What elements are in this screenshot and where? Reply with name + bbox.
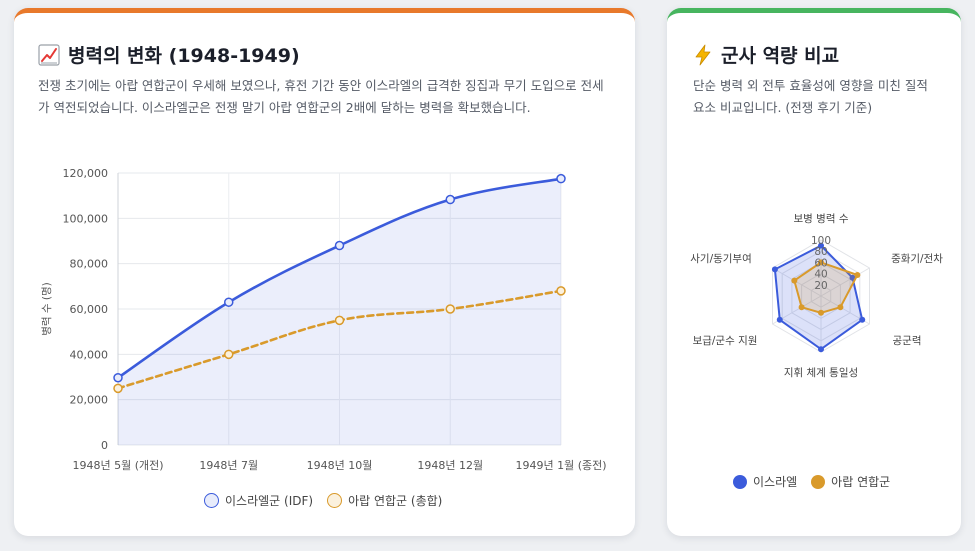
radar-legend-dot-arab (811, 474, 826, 489)
radar-legend-label-arab: 아랍 연합군 (831, 475, 891, 489)
capability-description: 단순 병력 외 전투 효율성에 영향을 미친 질적 요소 비교입니다. (전쟁 … (693, 78, 928, 115)
series-area-israel (118, 178, 561, 445)
radar-point-arab[interactable] (818, 259, 824, 266)
radar-legend-dot-israel (733, 474, 747, 489)
y-tick-label: 60,000 (70, 303, 109, 316)
radar-axis-label: 중화기/전차 (891, 253, 943, 265)
military-capability-card: 군사 역량 비교 단순 병력 외 전투 효율성에 영향을 미친 질적 요소 비교… (667, 8, 961, 536)
y-tick-label: 40,000 (70, 348, 109, 361)
data-point-arab[interactable] (113, 383, 123, 394)
data-point-arab[interactable] (556, 286, 566, 296)
troop-change-title: 병력의 변화 (1948-1949) (38, 41, 300, 68)
troop-line-chart: 0 20,000 40,000 60,000 80,000 100,000 120,000 1… (41, 167, 607, 472)
radar-point-israel[interactable] (776, 316, 783, 323)
legend-swatch-israel (204, 493, 219, 508)
data-point-israel[interactable] (556, 173, 566, 184)
data-point-israel[interactable] (224, 297, 234, 307)
radar-point-israel[interactable] (771, 266, 778, 273)
troop-change-title-text: 병력의 변화 (1948-1949) (68, 45, 300, 67)
radar-point-arab[interactable] (818, 309, 824, 316)
data-point-israel[interactable] (113, 372, 123, 383)
radar-point-arab[interactable] (791, 277, 798, 284)
y-tick-label: 20,000 (70, 394, 109, 407)
radar-legend-label-israel: 이스라엘 (753, 475, 798, 489)
data-point-arab[interactable] (224, 349, 234, 360)
y-axis-label: 병력 수 (명) (41, 282, 53, 336)
radar-point-arab[interactable] (854, 272, 861, 278)
troop-change-card: 병력의 변화 (1948-1949) 전쟁 초기에는 아랍 연합군이 우세해 보… (14, 8, 635, 536)
lightning-icon (695, 44, 711, 65)
legend-item-arab[interactable]: 아랍 연합군 (총합) (327, 492, 442, 509)
line-chart-legend: 이스라엘군 (IDF) 아랍 연합군 (총합) (204, 492, 456, 509)
radar-legend-item-arab[interactable]: 아랍 연합군 (811, 473, 890, 490)
radar-axis-label: 지휘 체계 통일성 (784, 366, 858, 379)
legend-item-israel[interactable]: 이스라엘군 (IDF) (204, 492, 313, 509)
data-point-israel[interactable] (334, 240, 345, 251)
radar-tick-label: 40 (814, 269, 827, 281)
data-point-arab[interactable] (334, 315, 345, 326)
y-tick-label: 120,000 (63, 167, 109, 180)
legend-label-arab: 아랍 연합군 (총합) (348, 494, 443, 508)
radar-axis-label: 사기/동기부여 (690, 253, 752, 265)
radar-chart-legend: 이스라엘 아랍 연합군 (733, 473, 904, 490)
radar-axis-label: 보급/군수 지원 (693, 335, 758, 347)
x-tick-label: 1948년 10월 (307, 459, 373, 472)
radar-axis-label: 공군력 (893, 335, 922, 347)
data-point-israel[interactable] (445, 194, 455, 205)
legend-swatch-arab (327, 493, 343, 508)
radar-legend-item-israel[interactable]: 이스라엘 (733, 473, 797, 490)
radar-point-israel[interactable] (859, 316, 866, 323)
y-tick-label: 0 (101, 439, 108, 452)
radar-tick-label: 80 (814, 246, 827, 258)
radar-tick-label: 20 (814, 280, 827, 292)
y-tick-label: 100,000 (63, 212, 109, 225)
x-tick-label: 1948년 7월 (199, 459, 258, 472)
radar-tick-label: 60 (814, 257, 827, 269)
capability-title: 군사 역량 비교 (693, 41, 839, 68)
radar-axis-label: 보병 병력 수 (794, 213, 849, 225)
radar-point-arab[interactable] (837, 304, 844, 311)
data-point-arab[interactable] (445, 304, 455, 314)
x-tick-label: 1948년 5월 (개전) (72, 459, 163, 472)
chart-increasing-icon (38, 43, 60, 66)
radar-point-israel[interactable] (818, 242, 824, 249)
radar-point-israel[interactable] (818, 346, 824, 353)
troop-change-description: 전쟁 초기에는 아랍 연합군이 우세해 보였으나, 휴전 기간 동안 이스라엘의… (38, 78, 604, 115)
radar-tick-label: 100 (811, 235, 831, 247)
radar-spoke (820, 267, 870, 297)
legend-label-israel: 이스라엘군 (IDF) (225, 494, 314, 508)
capability-title-text: 군사 역량 비교 (721, 45, 840, 67)
radar-point-arab[interactable] (798, 304, 805, 311)
x-tick-label: 1948년 12월 (417, 459, 483, 472)
x-tick-label: 1949년 1월 (종전) (515, 459, 606, 472)
y-tick-label: 80,000 (70, 258, 109, 271)
